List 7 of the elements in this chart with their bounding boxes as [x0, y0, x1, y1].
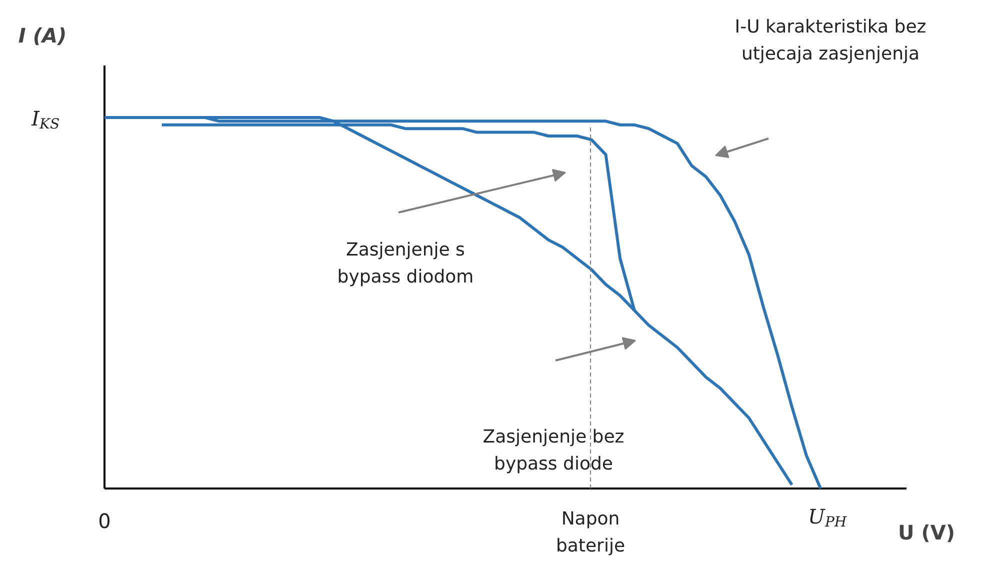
text: Napon baterije — [556, 508, 626, 557]
text: I-U karakteristika bez utjecaja zasjenjenja — [734, 16, 926, 65]
text: 0 — [98, 509, 111, 533]
x-axis-title: U (V) — [898, 520, 955, 544]
annotation: Zasjenjenje s bypass diodom — [337, 239, 474, 288]
y-axis-title: I (A) — [18, 24, 67, 48]
annotation: Zasjenjenje bez bypass diode — [482, 426, 624, 475]
